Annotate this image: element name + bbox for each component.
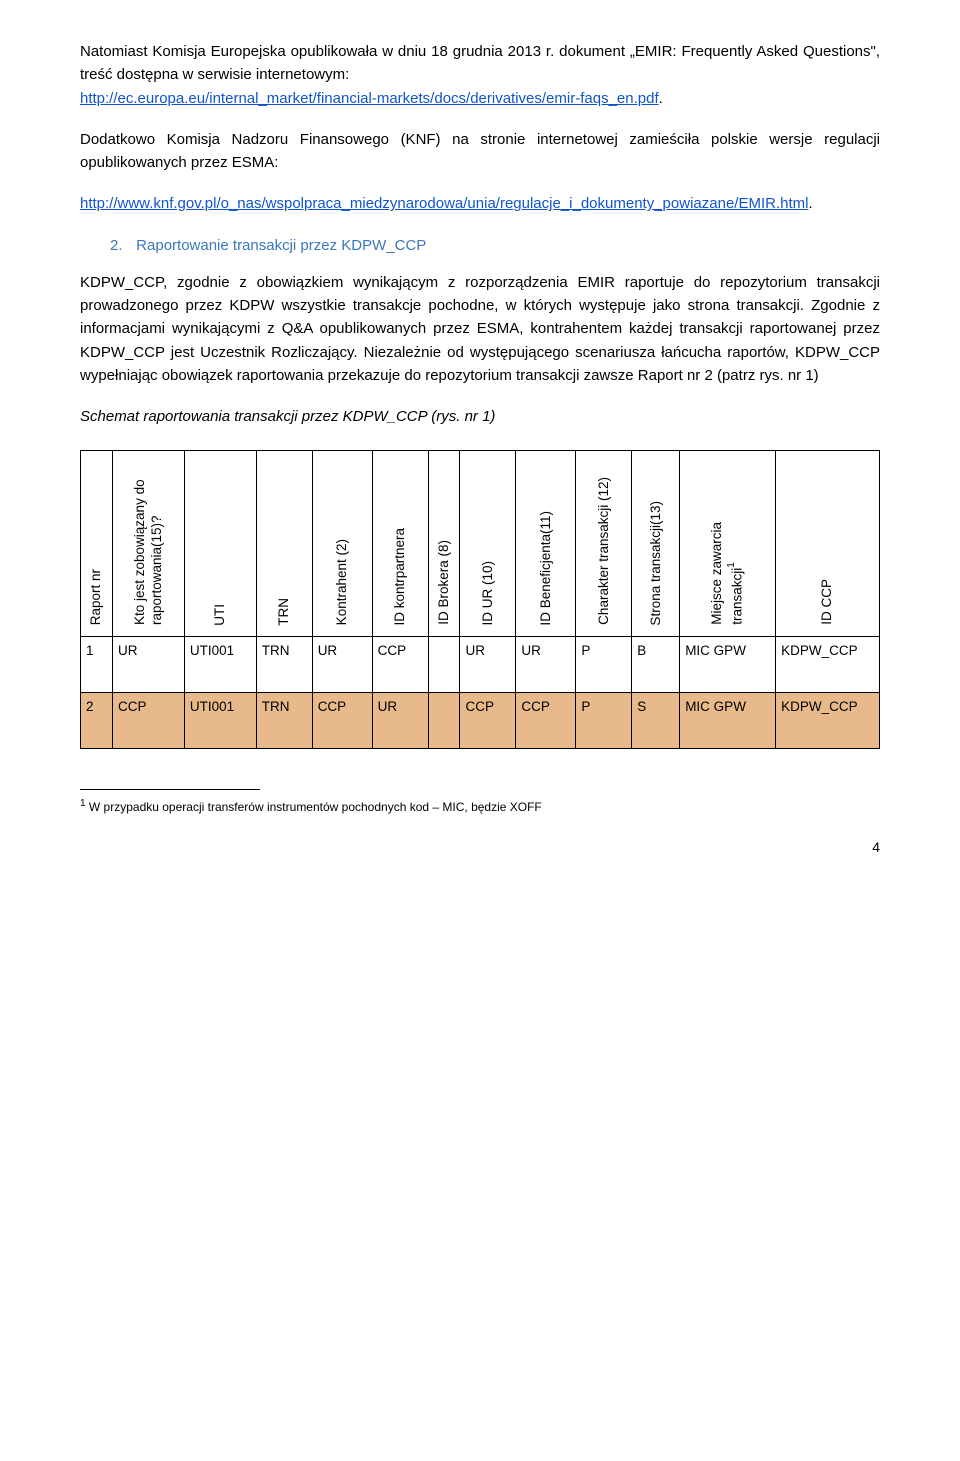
report-table: Raport nr Kto jest zobowiązany do raport… [80, 450, 880, 749]
cell: CCP [112, 693, 184, 749]
cell: KDPW_CCP [776, 693, 880, 749]
para2-text: Dodatkowo Komisja Nadzoru Finansowego (K… [80, 131, 880, 171]
footnote: 1 W przypadku operacji transferów instru… [80, 796, 880, 817]
para1-text: Natomiast Komisja Europejska opublikował… [80, 43, 880, 83]
cell: UR [112, 637, 184, 693]
cell: UR [460, 637, 516, 693]
cell: B [632, 637, 680, 693]
cell: CCP [312, 693, 372, 749]
figure-caption: Schemat raportowania transakcji przez KD… [80, 405, 880, 428]
cell: UR [516, 637, 576, 693]
section-2-heading: 2. Raportowanie transakcji przez KDPW_CC… [110, 234, 880, 257]
cell: 1 [81, 637, 113, 693]
cell: MIC GPW [680, 693, 776, 749]
col-uti: UTI [184, 451, 256, 637]
col-kto-zobowiazany: Kto jest zobowiązany do raportowania(15)… [112, 451, 184, 637]
cell: UTI001 [184, 693, 256, 749]
cell: UR [312, 637, 372, 693]
col-kontrahent: Kontrahent (2) [312, 451, 372, 637]
cell [428, 693, 460, 749]
col-strona-transakcji: Strona transakcji(13) [632, 451, 680, 637]
col-raport-nr: Raport nr [81, 451, 113, 637]
table-row: 1 UR UTI001 TRN UR CCP UR UR P B MIC GPW… [81, 637, 880, 693]
col-trn: TRN [256, 451, 312, 637]
paragraph-2: Dodatkowo Komisja Nadzoru Finansowego (K… [80, 128, 880, 175]
section-2-number: 2. [110, 234, 132, 257]
cell: P [576, 637, 632, 693]
col-id-ccp: ID CCP [776, 451, 880, 637]
cell: 2 [81, 693, 113, 749]
page-number: 4 [80, 837, 880, 859]
col-id-beneficjenta: ID Beneficjenta(11) [516, 451, 576, 637]
cell: S [632, 693, 680, 749]
cell: UR [372, 693, 428, 749]
col-id-ur: ID UR (10) [460, 451, 516, 637]
col-charakter-transakcji: Charakter transakcji (12) [576, 451, 632, 637]
table-header-row: Raport nr Kto jest zobowiązany do raport… [81, 451, 880, 637]
link-knf-container: http://www.knf.gov.pl/o_nas/wspolpraca_m… [80, 192, 880, 215]
cell: TRN [256, 637, 312, 693]
cell: CCP [460, 693, 516, 749]
paragraph-3: KDPW_CCP, zgodnie z obowiązkiem wynikają… [80, 271, 880, 387]
cell [428, 637, 460, 693]
cell: KDPW_CCP [776, 637, 880, 693]
paragraph-1: Natomiast Komisja Europejska opublikował… [80, 40, 880, 110]
cell: CCP [516, 693, 576, 749]
link-ec-europa[interactable]: http://ec.europa.eu/internal_market/fina… [80, 90, 659, 107]
footnote-rule [80, 789, 260, 790]
section-2-title: Raportowanie transakcji przez KDPW_CCP [136, 237, 426, 254]
cell: P [576, 693, 632, 749]
link-knf[interactable]: http://www.knf.gov.pl/o_nas/wspolpraca_m… [80, 195, 808, 212]
col-id-brokera: ID Brokera (8) [428, 451, 460, 637]
cell: CCP [372, 637, 428, 693]
col-id-kontrpartnera: ID kontrpartnera [372, 451, 428, 637]
col-miejsce-zawarcia: Miejsce zawarciatransakcji1 [680, 451, 776, 637]
cell: UTI001 [184, 637, 256, 693]
cell: MIC GPW [680, 637, 776, 693]
cell: TRN [256, 693, 312, 749]
footnote-text: W przypadku operacji transferów instrume… [86, 800, 542, 814]
table-row: 2 CCP UTI001 TRN CCP UR CCP CCP P S MIC … [81, 693, 880, 749]
